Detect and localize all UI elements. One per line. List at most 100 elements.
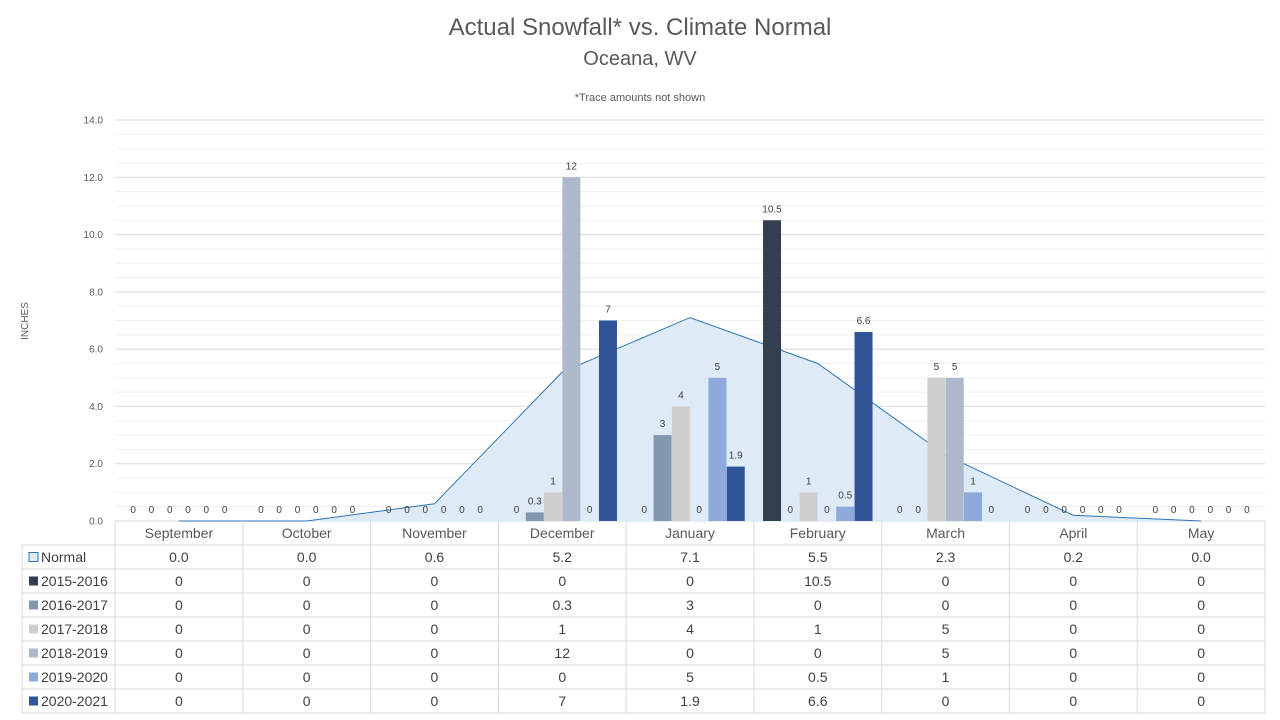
series-name: 2019-2020 bbox=[41, 669, 108, 685]
table-cell: 0 bbox=[175, 693, 183, 709]
bar-value-label: 0 bbox=[915, 505, 921, 516]
bar-value-label: 0 bbox=[167, 505, 173, 516]
table-cell: 0 bbox=[1069, 669, 1077, 685]
y-tick-label: 14.0 bbox=[84, 116, 104, 127]
bar-value-label: 0 bbox=[130, 505, 136, 516]
bar bbox=[945, 377, 964, 521]
table-cell: 0 bbox=[175, 597, 183, 613]
table-cell: 0 bbox=[431, 573, 439, 589]
series-name: 2017-2018 bbox=[41, 621, 108, 637]
table-cell: 0 bbox=[942, 597, 950, 613]
bar bbox=[562, 177, 581, 522]
table-cell: 0 bbox=[303, 621, 311, 637]
bar-value-label: 0 bbox=[386, 505, 392, 516]
table-cell: 0 bbox=[175, 573, 183, 589]
series-name: 2015-2016 bbox=[41, 573, 108, 589]
y-tick-label: 10.0 bbox=[84, 230, 104, 241]
table-cell: 0 bbox=[431, 621, 439, 637]
bar-value-label: 0 bbox=[1153, 505, 1159, 516]
bar-value-label: 0.5 bbox=[838, 491, 852, 502]
table-cell: 5 bbox=[686, 669, 694, 685]
table-cell: 0 bbox=[1197, 645, 1205, 661]
category-label: September bbox=[145, 525, 214, 541]
bar-value-label: 0 bbox=[258, 505, 264, 516]
bar-value-label: 12 bbox=[566, 161, 578, 172]
bar-value-label: 0 bbox=[1116, 505, 1122, 516]
table-cell: 0 bbox=[303, 669, 311, 685]
table-cell: 1 bbox=[942, 669, 950, 685]
bar-value-label: 1.9 bbox=[729, 451, 743, 462]
bar-value-label: 0 bbox=[331, 505, 337, 516]
table-cell: 0 bbox=[1197, 597, 1205, 613]
bar-value-label: 0 bbox=[514, 505, 520, 516]
bar-value-label: 0 bbox=[587, 505, 593, 516]
bar-value-label: 0 bbox=[788, 505, 794, 516]
bar-value-label: 6.6 bbox=[857, 316, 871, 327]
table-cell: 0.3 bbox=[552, 597, 572, 613]
table-cell: 0.0 bbox=[1191, 549, 1211, 565]
bar bbox=[525, 512, 544, 521]
category-label: October bbox=[282, 525, 332, 541]
bar bbox=[598, 320, 617, 521]
bar-value-label: 0 bbox=[1025, 505, 1031, 516]
legend-key bbox=[29, 672, 38, 682]
table-cell: 0 bbox=[431, 669, 439, 685]
bar-value-label: 0 bbox=[350, 505, 356, 516]
table-cell: 0 bbox=[686, 573, 694, 589]
table-cell: 0 bbox=[303, 573, 311, 589]
bar bbox=[927, 377, 946, 521]
table-cell: 0 bbox=[686, 645, 694, 661]
bar-value-label: 5 bbox=[715, 362, 721, 373]
legend-key bbox=[29, 624, 38, 634]
bar-value-label: 0 bbox=[641, 505, 647, 516]
table-cell: 0 bbox=[1197, 669, 1205, 685]
bar-value-label: 5 bbox=[934, 362, 940, 373]
legend-key bbox=[29, 600, 38, 610]
bar-value-label: 0 bbox=[1061, 505, 1067, 516]
bar-value-label: 0 bbox=[1226, 505, 1232, 516]
bar-value-label: 0 bbox=[1043, 505, 1049, 516]
table-cell: 5 bbox=[942, 645, 950, 661]
bar-value-label: 0 bbox=[149, 505, 155, 516]
bar-value-label: 5 bbox=[952, 362, 958, 373]
bar-value-label: 0 bbox=[295, 505, 301, 516]
legend-key bbox=[28, 552, 39, 562]
table-cell: 0 bbox=[1069, 693, 1077, 709]
bar-value-label: 4 bbox=[678, 390, 684, 401]
y-axis-ticks: 0.0 2.0 4.0 6.0 8.0 10.0 12.0 14.0 bbox=[84, 116, 104, 528]
bar-value-label: 0 bbox=[441, 505, 447, 516]
table-cell: 0.2 bbox=[1064, 549, 1084, 565]
series-name: 2020-2021 bbox=[41, 693, 108, 709]
bar-value-label: 10.5 bbox=[762, 204, 782, 215]
table-cell: 0 bbox=[175, 645, 183, 661]
series-name: Normal bbox=[41, 549, 86, 565]
table-cell: 0 bbox=[814, 645, 822, 661]
table-cell: 7 bbox=[558, 693, 566, 709]
table-cell: 0 bbox=[431, 597, 439, 613]
table-cell: 0 bbox=[431, 693, 439, 709]
table-cell: 0.5 bbox=[808, 669, 828, 685]
table-cell: 0 bbox=[303, 693, 311, 709]
bar-value-label: 0 bbox=[222, 505, 228, 516]
data-table: September October November December January F… bbox=[21, 521, 1266, 714]
bar-value-label: 0 bbox=[185, 505, 191, 516]
chart-note: *Trace amounts not shown bbox=[575, 92, 705, 104]
bar bbox=[544, 492, 563, 521]
table-cell: 0 bbox=[1197, 693, 1205, 709]
bar-value-label: 0 bbox=[696, 505, 702, 516]
bars bbox=[525, 177, 983, 522]
bar-value-label: 0 bbox=[1171, 505, 1177, 516]
table-cell: 4 bbox=[686, 621, 694, 637]
table-cell: 1 bbox=[814, 621, 822, 637]
legend-key bbox=[29, 576, 38, 586]
table-cell: 6.6 bbox=[808, 693, 828, 709]
table-cell: 0 bbox=[303, 597, 311, 613]
bar-value-label: 0 bbox=[1189, 505, 1195, 516]
bar-value-label: 0 bbox=[276, 505, 282, 516]
y-tick-label: 2.0 bbox=[89, 459, 103, 470]
bar-value-label: 3 bbox=[660, 419, 666, 430]
bar bbox=[653, 435, 672, 521]
category-label: March bbox=[926, 525, 965, 541]
